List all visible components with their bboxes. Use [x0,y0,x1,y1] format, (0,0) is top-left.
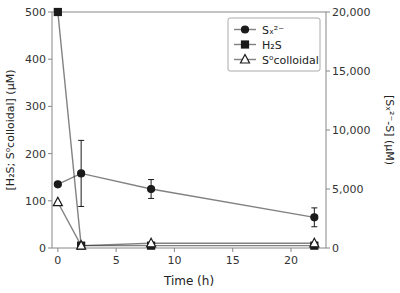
y-axis-label: [H₂S; S⁰colloidal] (μM) [4,70,17,191]
point [148,186,155,193]
x-tick [116,248,117,252]
legend-marker [242,41,249,48]
y-tick [48,12,52,13]
x-tick-label: 5 [113,254,120,267]
point [54,9,61,16]
y2-tick [326,130,330,131]
legend: Sₓ²⁻ H₂S S⁰colloidal [228,18,320,71]
x-tick-label: 10 [167,254,181,267]
point [310,238,319,247]
x-tick-label: 20 [284,254,298,267]
x-tick [174,248,175,252]
chart: 05101520010020030040050005,00010,00015,0… [0,0,400,293]
x-tick-label: 15 [226,254,240,267]
error-bar-cap [311,226,317,227]
legend-label: S⁰colloidal [262,54,319,67]
x-tick [57,248,58,252]
y2-tick-label: 0 [332,242,339,255]
point [147,238,156,247]
y-tick-label: 100 [25,195,46,208]
legend-label: H₂S [262,39,282,52]
y-tick-label: 0 [39,242,46,255]
y-tick [48,59,52,60]
y2-tick [326,71,330,72]
x-axis-label: Time (h) [163,274,214,288]
y2-axis-label: [Sₓ²⁻-S] (μM) [383,95,396,165]
point [78,170,85,177]
error-bar-cap [78,206,84,207]
y2-tick [326,189,330,190]
point [77,241,86,250]
series-line [58,173,315,217]
y2-tick-label: 5,000 [332,183,364,196]
y-tick [48,153,52,154]
legend-label: Sₓ²⁻ [262,24,284,37]
x-tick [232,248,233,252]
point [54,181,61,188]
y-tick [48,248,52,249]
legend-box [228,18,320,71]
legend-marker [241,55,250,64]
error-bar [311,208,317,227]
point [53,197,62,206]
marks [53,9,319,250]
legend-marker [242,26,249,33]
y2-tick-label: 15,000 [332,65,371,78]
y2-tick [326,12,330,13]
error-bar-cap [311,207,317,208]
series-line [58,202,315,245]
error-bar [78,140,84,206]
y-tick [48,106,52,107]
error-bar-cap [148,198,154,199]
y-tick-label: 400 [25,53,46,66]
x-tick-label: 0 [54,254,61,267]
x-tick [291,248,292,252]
y-tick-label: 200 [25,148,46,161]
series-line [58,12,315,246]
y2-tick-label: 10,000 [332,124,371,137]
error-bar-cap [148,179,154,180]
error-bar [148,180,154,199]
point [311,214,318,221]
y2-tick-label: 20,000 [332,6,371,19]
y-tick-label: 300 [25,100,46,113]
y2-tick [326,248,330,249]
y-tick-label: 500 [25,6,46,19]
y-tick [48,200,52,201]
plot-frame [52,12,326,248]
error-bar-cap [78,140,84,141]
